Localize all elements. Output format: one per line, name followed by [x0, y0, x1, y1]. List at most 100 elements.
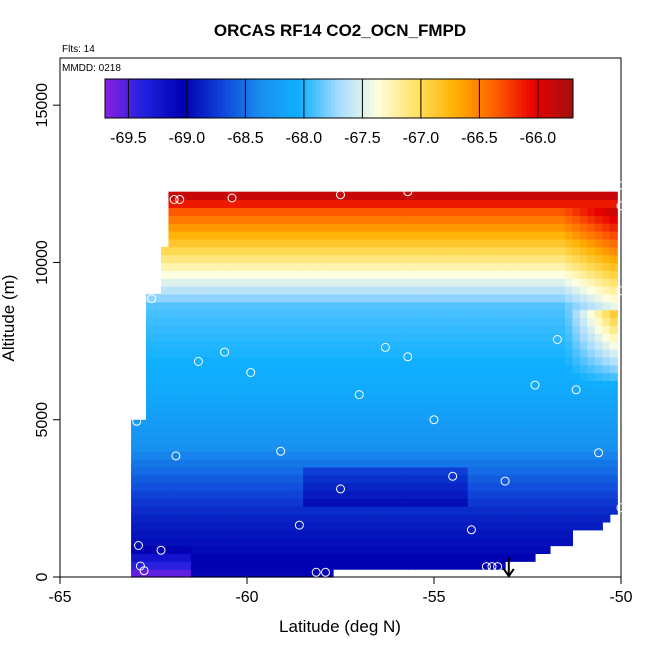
heatmap-cell — [512, 396, 521, 405]
colorbar-segment — [120, 79, 125, 118]
heatmap-cell — [265, 317, 274, 326]
heatmap-cell — [228, 521, 237, 531]
heatmap-cell — [333, 356, 342, 366]
heatmap-cell — [520, 325, 529, 334]
heatmap-cell — [460, 238, 469, 248]
heatmap-cell — [138, 521, 147, 531]
heatmap-cell — [280, 301, 289, 311]
heatmap-cell — [549, 388, 559, 397]
heatmap-cell — [153, 419, 162, 429]
heatmap-cell — [437, 246, 446, 256]
heatmap-cell — [505, 199, 514, 209]
heatmap-cell — [310, 333, 319, 342]
heatmap-cell — [422, 451, 431, 460]
heatmap-cell — [520, 364, 529, 374]
heatmap-cell — [549, 451, 559, 460]
heatmap-cell — [160, 293, 170, 303]
heatmap-cell — [609, 293, 618, 303]
heatmap-cell — [235, 474, 244, 484]
heatmap-cell — [549, 262, 559, 271]
heatmap-cell — [407, 435, 416, 444]
heatmap-cell — [549, 404, 559, 413]
heatmap-cell — [310, 451, 319, 460]
heatmap-cell — [273, 411, 282, 421]
heatmap-cell — [527, 396, 536, 405]
heatmap-cell — [190, 451, 199, 460]
heatmap-cell — [475, 435, 484, 444]
heatmap-cell — [310, 215, 319, 224]
heatmap-cell — [340, 270, 349, 279]
heatmap-cell — [325, 404, 334, 413]
heatmap-cell — [564, 278, 573, 287]
heatmap-cell — [602, 215, 611, 224]
heatmap-cell — [370, 553, 379, 562]
heatmap-cell — [333, 293, 342, 303]
heatmap-cell — [138, 427, 147, 437]
heatmap-cell — [160, 301, 170, 311]
heatmap-cell — [392, 553, 401, 562]
heatmap-cell — [467, 207, 476, 216]
heatmap-cell — [377, 364, 386, 374]
heatmap-cell — [587, 474, 596, 484]
heatmap-cell — [445, 498, 454, 507]
heatmap-cell — [549, 466, 559, 476]
heatmap-cell — [333, 419, 342, 429]
colorbar-segment — [222, 79, 227, 118]
heatmap-cell — [564, 207, 573, 216]
heatmap-cell — [490, 301, 499, 311]
heatmap-cell — [265, 537, 274, 547]
heatmap-cell — [220, 199, 229, 209]
heatmap-cell — [183, 419, 192, 429]
heatmap-cell — [415, 459, 424, 468]
heatmap-cell — [198, 396, 207, 405]
heatmap-cell — [392, 207, 401, 216]
heatmap-cell — [198, 545, 207, 555]
heatmap-cell — [452, 380, 461, 389]
heatmap-cell — [557, 364, 566, 374]
heatmap-cell — [564, 254, 573, 264]
heatmap-cell — [318, 238, 327, 248]
heatmap-cell — [146, 545, 155, 555]
heatmap-cell — [340, 506, 349, 515]
heatmap-cell — [437, 474, 446, 484]
heatmap-cell — [362, 215, 372, 224]
heatmap-cell — [355, 506, 364, 515]
heatmap-cell — [437, 223, 446, 232]
heatmap-cell — [213, 545, 222, 555]
heatmap-cell — [377, 521, 386, 531]
heatmap-cell — [258, 569, 267, 578]
heatmap-cell — [534, 435, 544, 444]
heatmap-cell — [475, 286, 484, 295]
heatmap-cell — [288, 569, 297, 578]
heatmap-cell — [430, 498, 439, 507]
heatmap-cell — [168, 348, 177, 358]
heatmap-cell — [385, 309, 394, 319]
heatmap-cell — [325, 207, 334, 216]
plot-frame — [59, 57, 622, 578]
heatmap-cell — [325, 317, 334, 326]
heatmap-cell — [168, 498, 177, 507]
heatmap-cell — [490, 356, 499, 366]
heatmap-cell — [310, 286, 319, 295]
heatmap-cell — [407, 348, 416, 358]
heatmap-cell — [258, 404, 267, 413]
heatmap-cell — [512, 466, 521, 476]
heatmap-cell — [475, 301, 484, 311]
heatmap-cell — [512, 262, 521, 271]
heatmap-cell — [228, 427, 237, 437]
heatmap-cell — [415, 293, 424, 303]
heatmap-cell — [228, 372, 237, 382]
observation-point — [500, 476, 510, 486]
heatmap-cell — [325, 514, 334, 523]
colorbar-segment — [202, 79, 207, 118]
heatmap-cell — [175, 309, 185, 319]
heatmap-cell — [594, 215, 603, 224]
heatmap-cell — [183, 451, 192, 460]
heatmap-cell — [347, 325, 357, 334]
heatmap-cell — [288, 561, 297, 570]
heatmap-cell — [587, 262, 596, 271]
heatmap-cell — [407, 521, 416, 531]
heatmap-cell — [265, 270, 274, 279]
heatmap-cell — [250, 490, 259, 499]
heatmap-cell — [303, 246, 312, 256]
